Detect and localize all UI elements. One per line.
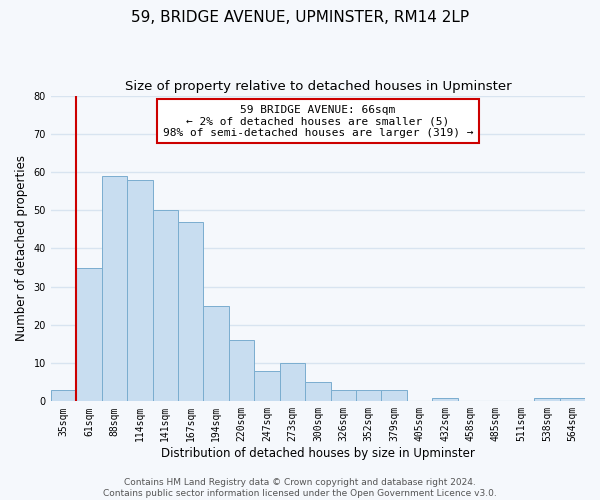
Text: 59, BRIDGE AVENUE, UPMINSTER, RM14 2LP: 59, BRIDGE AVENUE, UPMINSTER, RM14 2LP <box>131 10 469 25</box>
Bar <box>382 390 407 402</box>
Bar <box>305 382 331 402</box>
Bar <box>203 306 229 402</box>
Bar <box>254 371 280 402</box>
Bar <box>534 398 560 402</box>
Bar <box>76 268 101 402</box>
Title: Size of property relative to detached houses in Upminster: Size of property relative to detached ho… <box>125 80 511 93</box>
Bar <box>331 390 356 402</box>
Bar <box>51 390 76 402</box>
Bar <box>280 363 305 402</box>
Y-axis label: Number of detached properties: Number of detached properties <box>15 156 28 342</box>
Bar <box>127 180 152 402</box>
Bar <box>178 222 203 402</box>
Bar <box>433 398 458 402</box>
Bar <box>101 176 127 402</box>
Bar <box>229 340 254 402</box>
Bar <box>356 390 382 402</box>
X-axis label: Distribution of detached houses by size in Upminster: Distribution of detached houses by size … <box>161 447 475 460</box>
Bar <box>560 398 585 402</box>
Text: 59 BRIDGE AVENUE: 66sqm
← 2% of detached houses are smaller (5)
98% of semi-deta: 59 BRIDGE AVENUE: 66sqm ← 2% of detached… <box>163 104 473 138</box>
Bar <box>152 210 178 402</box>
Text: Contains HM Land Registry data © Crown copyright and database right 2024.
Contai: Contains HM Land Registry data © Crown c… <box>103 478 497 498</box>
